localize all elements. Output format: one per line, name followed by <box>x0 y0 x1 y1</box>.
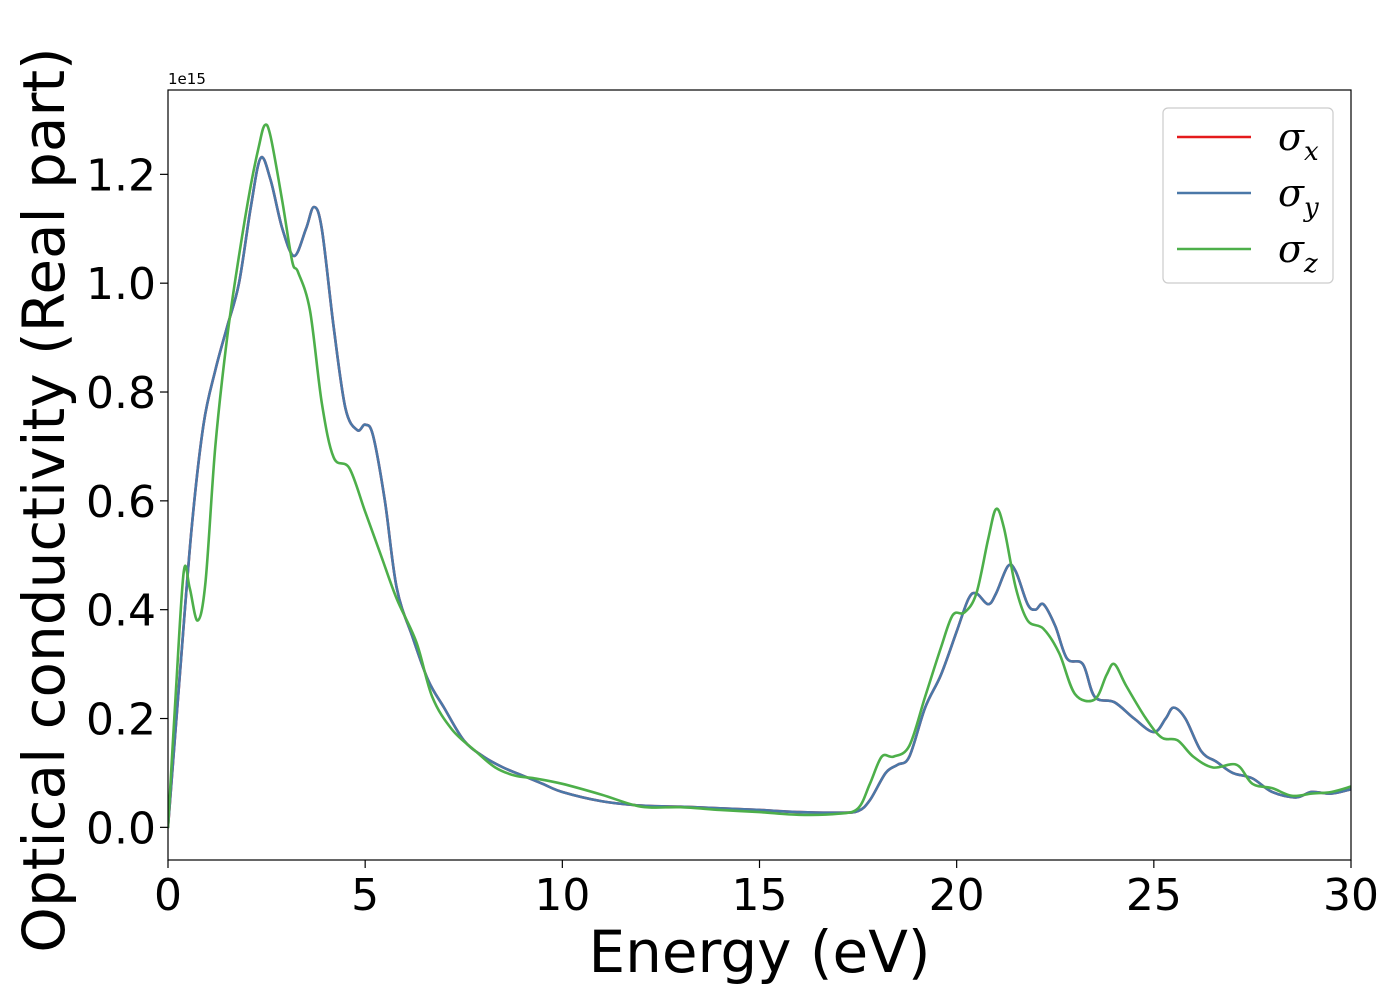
x-tick-label: 20 <box>929 870 985 921</box>
x-axis-title: Energy (eV) <box>588 918 930 986</box>
legend-label-x: σx <box>1278 115 1319 167</box>
x-tick-label: 15 <box>732 870 788 921</box>
y-tick-label: 1.0 <box>86 259 156 310</box>
x-tick-label: 0 <box>154 870 182 921</box>
series-line-z <box>168 123 1351 829</box>
legend-label-y: σy <box>1278 171 1319 223</box>
x-tick-label: 25 <box>1126 870 1182 921</box>
x-tick-label: 10 <box>534 870 590 921</box>
x-axis-ticks: 0 5 10 15 20 25 30 <box>154 860 1379 921</box>
y-tick-label: 0.6 <box>86 477 156 528</box>
y-tick-label: 0.8 <box>86 368 156 419</box>
x-tick-label: 5 <box>351 870 379 921</box>
y-axis-title: Optical conductivity (Real part) <box>10 47 78 952</box>
y-axis-ticks: 0.0 0.2 0.4 0.6 0.8 1.0 1.2 <box>86 150 168 854</box>
legend-box <box>1162 107 1334 284</box>
y-tick-label: 0.4 <box>86 586 156 637</box>
x-tick-label: 30 <box>1323 870 1379 921</box>
series-line-y <box>168 155 1351 829</box>
y-axis-offset-label: 1e15 <box>168 70 206 88</box>
y-tick-label: 0.0 <box>86 803 156 854</box>
y-tick-label: 1.2 <box>86 150 156 201</box>
y-tick-label: 0.2 <box>86 695 156 746</box>
legend-label-z: σz <box>1278 227 1318 279</box>
plot-area <box>168 123 1351 829</box>
